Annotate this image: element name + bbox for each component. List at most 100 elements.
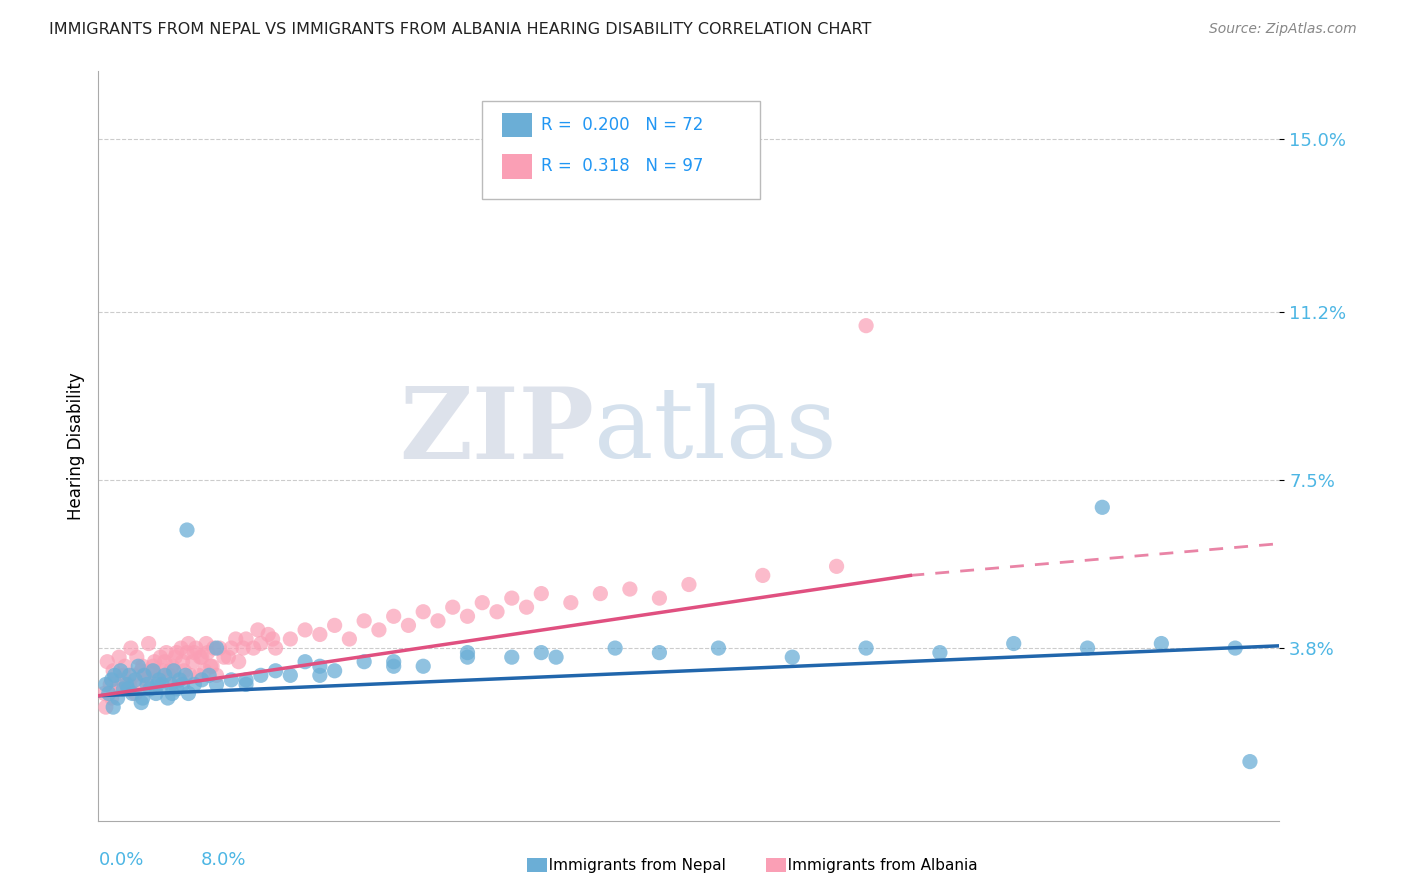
Point xyxy=(471,596,494,610)
Point xyxy=(162,686,183,700)
Point xyxy=(145,686,167,700)
Point xyxy=(198,668,221,682)
Text: Immigrants from Albania: Immigrants from Albania xyxy=(773,858,979,872)
Point xyxy=(94,700,117,714)
Point xyxy=(242,641,264,656)
Text: Source: ZipAtlas.com: Source: ZipAtlas.com xyxy=(1209,22,1357,37)
Text: Immigrants from Nepal: Immigrants from Nepal xyxy=(534,858,725,872)
Point xyxy=(107,681,129,696)
Point xyxy=(427,614,450,628)
Point xyxy=(172,677,194,691)
Point xyxy=(1077,641,1099,656)
Point xyxy=(309,659,332,673)
Text: atlas: atlas xyxy=(595,384,837,479)
Point xyxy=(200,659,222,673)
Point xyxy=(221,673,243,687)
Point xyxy=(127,659,149,673)
Point xyxy=(150,677,173,691)
Point xyxy=(323,618,346,632)
Point xyxy=(246,623,269,637)
Point xyxy=(530,586,553,600)
Point xyxy=(648,646,671,660)
Point xyxy=(250,668,273,682)
Point xyxy=(112,668,135,682)
Point xyxy=(707,641,730,656)
Point xyxy=(309,668,332,682)
Point xyxy=(353,614,375,628)
Point xyxy=(221,641,243,656)
Point xyxy=(1239,755,1261,769)
Point xyxy=(114,659,136,673)
Point xyxy=(105,681,128,696)
Point xyxy=(96,655,118,669)
Point xyxy=(152,664,174,678)
Point xyxy=(136,673,159,687)
Y-axis label: Hearing Disability: Hearing Disability xyxy=(66,372,84,520)
Point xyxy=(589,586,612,600)
Point xyxy=(97,686,120,700)
Point xyxy=(128,677,150,691)
Point xyxy=(170,641,193,656)
Point xyxy=(501,591,523,606)
Point xyxy=(176,646,198,660)
Point xyxy=(678,577,700,591)
Point xyxy=(132,659,155,673)
Point xyxy=(457,650,479,665)
Point xyxy=(235,677,257,691)
Text: R =  0.318   N = 97: R = 0.318 N = 97 xyxy=(541,157,703,175)
Point xyxy=(156,691,179,706)
Point xyxy=(155,646,177,660)
Point xyxy=(179,668,201,682)
Point xyxy=(108,650,131,665)
Point xyxy=(159,677,181,691)
Point xyxy=(138,636,160,650)
Point xyxy=(129,696,152,710)
Point xyxy=(825,559,848,574)
Point xyxy=(368,623,391,637)
Point xyxy=(217,650,239,665)
Point xyxy=(382,659,405,673)
Point xyxy=(159,664,181,678)
Point xyxy=(205,668,228,682)
Point xyxy=(250,636,273,650)
Point xyxy=(183,646,205,660)
Point xyxy=(166,646,188,660)
Point xyxy=(103,664,125,678)
Point xyxy=(122,668,145,682)
Point xyxy=(280,632,302,646)
Point xyxy=(486,605,509,619)
Point xyxy=(546,650,568,665)
Point xyxy=(98,677,121,691)
Point xyxy=(441,600,464,615)
Point xyxy=(294,623,316,637)
Point xyxy=(205,677,228,691)
Point xyxy=(235,632,257,646)
Point xyxy=(134,668,156,682)
Point xyxy=(235,673,257,687)
Point xyxy=(124,686,146,700)
Point xyxy=(264,664,287,678)
Point xyxy=(855,318,877,333)
Point xyxy=(117,677,139,691)
Point xyxy=(139,681,162,696)
Point xyxy=(648,591,671,606)
Point xyxy=(124,673,146,687)
Point xyxy=(191,673,214,687)
Point xyxy=(1002,636,1025,650)
Point xyxy=(143,655,166,669)
Point xyxy=(166,681,188,696)
Point xyxy=(167,673,190,687)
Point xyxy=(165,650,187,665)
Point xyxy=(93,686,115,700)
Point xyxy=(195,636,218,650)
Text: 0.0%: 0.0% xyxy=(98,851,143,869)
Point xyxy=(187,668,209,682)
Point xyxy=(1091,500,1114,515)
Point xyxy=(136,677,159,691)
Point xyxy=(855,641,877,656)
Point xyxy=(115,677,138,691)
Point xyxy=(135,668,157,682)
Point xyxy=(172,655,194,669)
Point xyxy=(382,609,405,624)
Point xyxy=(183,677,205,691)
